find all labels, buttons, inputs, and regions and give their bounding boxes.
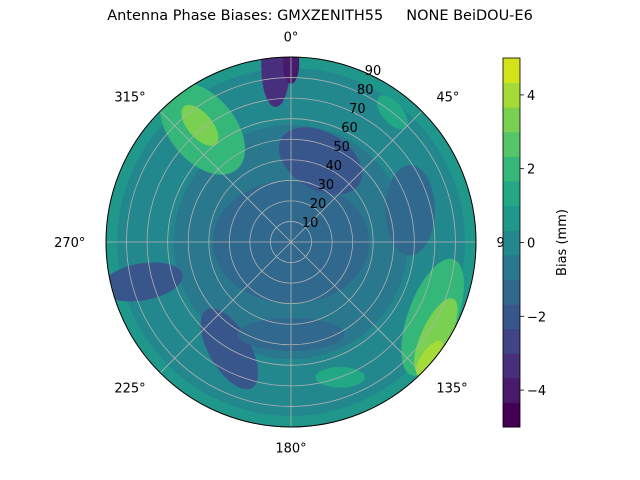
radial-tick-label: 90 xyxy=(365,64,382,79)
angle-tick-label: 225° xyxy=(114,381,145,396)
angular-grid-line xyxy=(290,110,423,243)
colorbar-swatch xyxy=(503,156,520,182)
colorbar-swatch xyxy=(503,254,520,280)
angular-grid-line xyxy=(159,241,292,374)
colorbar-swatch xyxy=(503,279,520,305)
colorbar: −4 −2 0 2 4 Bias (mm) xyxy=(502,57,570,428)
contour-region xyxy=(278,127,363,195)
colorbar-swatch xyxy=(503,230,520,256)
contour-region xyxy=(181,104,219,146)
chart-title: Antenna Phase Biases: GMXZENITH55 NONE B… xyxy=(107,8,533,24)
contour-region xyxy=(415,340,444,376)
colorbar-swatch xyxy=(503,131,520,157)
colorbar-tick-label: 4 xyxy=(527,89,535,104)
contour-region xyxy=(261,57,290,108)
colorbar-swatch xyxy=(503,377,520,403)
angle-tick-label: 45° xyxy=(436,91,459,106)
colorbar-tick-label: 2 xyxy=(527,163,535,178)
radial-tick-label: 70 xyxy=(349,102,366,117)
angle-tick-label: 0° xyxy=(284,30,299,45)
angle-tick-label: 315° xyxy=(114,91,145,106)
angular-grid-line xyxy=(159,110,292,243)
colorbar-label: Bias (mm) xyxy=(555,209,570,276)
colorbar-tick-label: −2 xyxy=(527,310,546,325)
radial-tick-label: 10 xyxy=(302,216,319,231)
colorbar-tick-label: 0 xyxy=(527,237,535,252)
colorbar-swatch xyxy=(503,107,520,133)
radial-tick-label: 20 xyxy=(310,197,327,212)
colorbar-tick-label: −4 xyxy=(527,384,546,399)
radial-tick-label: 80 xyxy=(357,83,374,98)
colorbar-swatch xyxy=(503,402,520,428)
radial-tick-label: 40 xyxy=(325,159,342,174)
colorbar-swatch xyxy=(503,353,520,379)
contour-region xyxy=(106,262,183,302)
colorbar-swatch xyxy=(503,205,520,231)
polar-frame xyxy=(105,56,477,428)
angular-grid-line xyxy=(290,241,423,374)
radial-tick-label: 30 xyxy=(318,178,335,193)
colorbar-swatch xyxy=(503,181,520,207)
colorbar-swatch xyxy=(503,304,520,330)
angle-tick-label: 135° xyxy=(436,381,467,396)
colorbar-swatch xyxy=(503,82,520,108)
colorbar-swatch xyxy=(503,58,520,84)
colorbar-swatch xyxy=(503,328,520,354)
radial-tick-label: 50 xyxy=(333,140,350,155)
angle-tick-label: 180° xyxy=(275,442,306,457)
radial-tick-label: 60 xyxy=(341,121,358,136)
angle-tick-label: 270° xyxy=(54,236,85,251)
